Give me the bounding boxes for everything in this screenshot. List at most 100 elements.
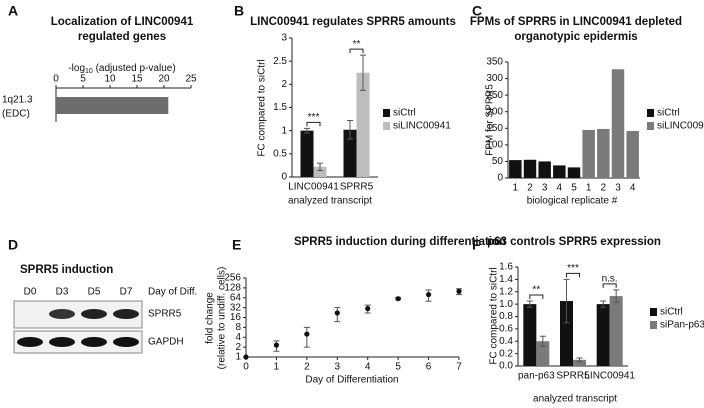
y-tick-label: 0.0 [499, 361, 513, 372]
bar [573, 359, 586, 366]
x-tick-label: 5 [571, 183, 577, 194]
y-tick-label: 350 [486, 57, 503, 68]
point [334, 310, 340, 316]
bar [597, 128, 610, 178]
panel-label: F [472, 237, 481, 253]
significance-label: *** [308, 112, 320, 123]
y-tick-label: (EDC) [2, 109, 30, 120]
chart-title: Localization of LINC00941 [51, 16, 194, 28]
error-bar [563, 278, 570, 324]
legend-label: siCtrl [660, 307, 683, 318]
bar [560, 301, 573, 366]
chart-title: SPRR5 induction during differentiation [294, 236, 506, 248]
blot-band [113, 309, 139, 319]
y-axis-label: FC compared to siCtrl [489, 267, 500, 364]
y-axis-label: FC compared to siCtrl [257, 59, 268, 156]
x-axis-label: analyzed transcript [533, 394, 617, 405]
chart-title: p63 controls SPRR5 expression [487, 236, 661, 248]
bar [523, 159, 537, 178]
x-tick-label: 4 [365, 362, 371, 373]
blot-title: SPRR5 induction [20, 264, 113, 276]
bar [553, 165, 566, 178]
legend-swatch [383, 109, 390, 117]
y-tick-label: 0.5 [273, 148, 287, 159]
y-tick-label: 200 [486, 106, 503, 117]
point [304, 331, 310, 337]
error-bar [347, 119, 353, 140]
y-tick-label: 8 [235, 322, 241, 333]
y-tick-label: 1.4 [499, 274, 513, 285]
point [243, 354, 249, 360]
x-tick-label: 15 [131, 74, 143, 85]
lane-label: D5 [88, 287, 101, 298]
x-tick-label: 25 [185, 74, 197, 85]
bar [313, 166, 327, 177]
error-bar [600, 300, 607, 308]
error-bar [613, 289, 620, 303]
y-tick-label: 250 [486, 90, 503, 101]
legend-label: siLINC00941 [657, 121, 704, 132]
significance-label: *** [567, 263, 579, 274]
x-tick-label: 6 [426, 362, 432, 373]
legend-label: siCtrl [393, 108, 416, 119]
bar [523, 304, 537, 366]
significance-bracket [306, 121, 321, 127]
bar [567, 167, 581, 178]
bar [609, 296, 623, 366]
x-tick-label: 20 [158, 74, 170, 85]
panel-label: A [8, 3, 18, 19]
bar [343, 129, 357, 177]
y-tick-label: 1.2 [499, 286, 513, 297]
x-axis-label: -log10 (adjusted p-value) [68, 63, 175, 75]
point [395, 296, 401, 302]
bar [626, 130, 639, 178]
y-tick-label: 2.5 [273, 56, 287, 67]
x-tick-label: LINC00941 [584, 371, 635, 382]
bar [509, 160, 522, 178]
blot-band [49, 309, 75, 319]
x-tick-label: 4 [630, 183, 636, 194]
significance-label: n.s. [602, 274, 618, 285]
legend-label: siLINC00941 [393, 121, 451, 132]
y-tick-label: 0.8 [499, 311, 513, 322]
y-tick-label: 16 [230, 312, 242, 323]
x-tick-label: 0 [243, 362, 249, 373]
error-bar [526, 300, 533, 308]
x-axis-label-part: -log [68, 63, 85, 74]
y-axis-label: fold change [205, 292, 216, 344]
x-tick-label: 3 [542, 183, 548, 194]
legend-label: siPan-p63 [660, 320, 704, 331]
y-axis-label: FPM for SPRR5 [485, 84, 496, 156]
lane-label: D7 [120, 287, 133, 298]
y-tick-label: 1.5 [273, 102, 287, 113]
legend-label: siCtrl [657, 108, 680, 119]
y-tick-label: 2 [235, 342, 241, 353]
bar [596, 304, 610, 366]
error-bar [539, 335, 546, 347]
y-tick-label: 50 [492, 156, 504, 167]
legend-swatch [650, 321, 657, 329]
x-axis-label: analyzed transcript [288, 196, 372, 207]
blot-band [113, 337, 139, 347]
significance-bracket [529, 294, 544, 300]
x-tick-label: 4 [557, 183, 563, 194]
lane-label: D0 [24, 287, 37, 298]
y-tick-label: 150 [486, 123, 503, 134]
x-tick-label: LINC00941 [288, 182, 339, 193]
y-tick-label: 256 [224, 273, 241, 284]
y-tick-label: 0 [497, 173, 503, 184]
x-tick-label: 2 [601, 183, 607, 194]
y-tick-label: 32 [230, 302, 242, 313]
point [456, 288, 462, 294]
legend-swatch [650, 308, 657, 316]
y-tick-label: 4 [235, 332, 241, 343]
significance-bracket [602, 283, 617, 288]
x-tick-label: 7 [456, 362, 462, 373]
x-tick-label: 10 [104, 74, 116, 85]
panel-label: E [232, 237, 241, 253]
x-tick-label: pan-p63 [518, 371, 555, 382]
x-axis-label: biological replicate # [527, 196, 618, 207]
y-tick-label: 1q21.3 [2, 95, 33, 106]
point [273, 342, 280, 348]
